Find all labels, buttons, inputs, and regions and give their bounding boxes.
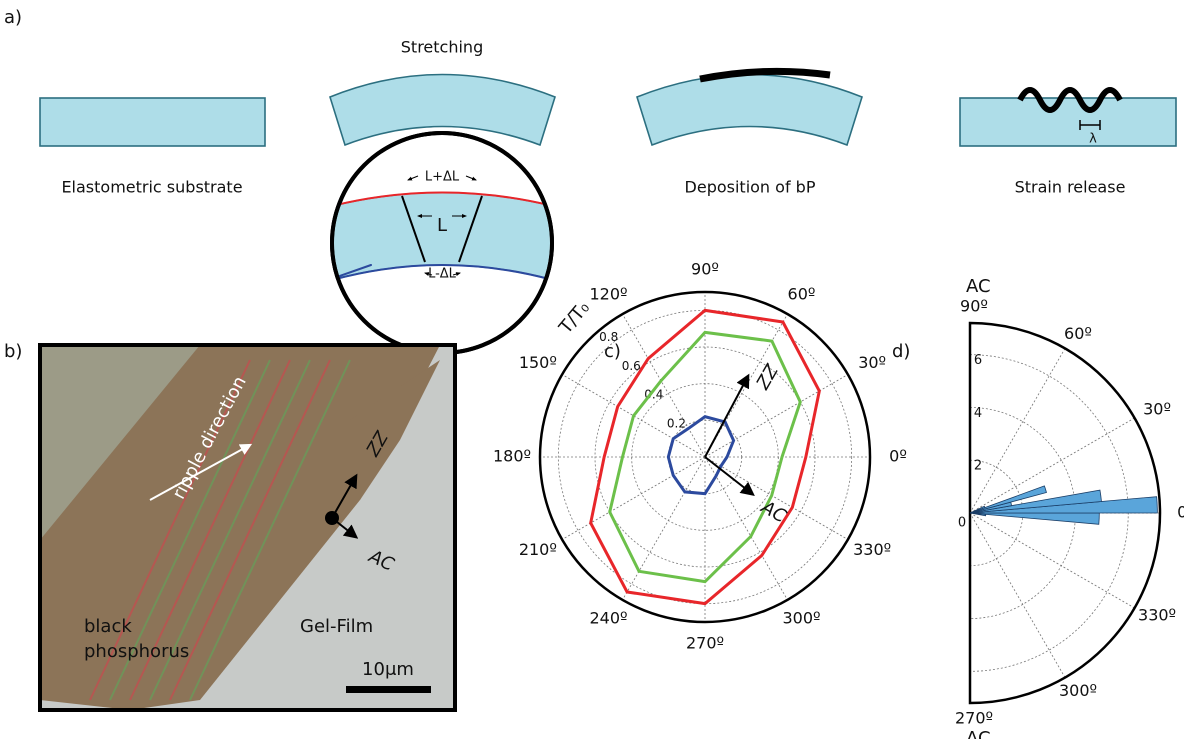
panel-label: b) xyxy=(4,341,22,362)
angle-label: 270º xyxy=(955,709,993,728)
ac-arrow xyxy=(704,456,755,496)
polar-frame xyxy=(968,321,1162,705)
angle-label: 90º xyxy=(960,297,988,316)
grid-line xyxy=(622,456,706,601)
substrate xyxy=(959,97,1177,147)
grid-line xyxy=(969,512,1135,609)
panel-label: c) xyxy=(604,341,621,362)
panel-label: a) xyxy=(4,7,22,28)
axis-label: AC xyxy=(966,728,991,739)
angle-label: 60º xyxy=(788,285,816,304)
r-tick-label: 0.2 xyxy=(667,417,686,431)
length-label: L-ΔL xyxy=(428,267,457,282)
angle-label: 300º xyxy=(782,608,820,627)
annotation: ZZ xyxy=(752,361,783,394)
substrate xyxy=(39,97,266,147)
grid-line xyxy=(622,313,706,458)
r-tick-label: 6 xyxy=(974,353,982,368)
r-tick-label: 4 xyxy=(974,406,982,421)
angle-label: 300º xyxy=(1059,681,1097,700)
stretched-substrate xyxy=(636,73,863,147)
angle-label: 60º xyxy=(1064,324,1092,343)
material-label: phosphorus xyxy=(84,641,189,662)
grid-line xyxy=(969,348,1066,514)
caption: Elastometric substrate xyxy=(61,178,242,197)
length-label: L xyxy=(437,215,447,236)
micrograph xyxy=(40,345,455,710)
length-label: L+ΔL xyxy=(425,170,460,185)
material-label: black xyxy=(84,616,132,637)
polar-frame xyxy=(538,290,872,624)
curve xyxy=(589,308,821,606)
caption: Stretching xyxy=(401,38,483,57)
r-axis-label: T/T₀ xyxy=(555,297,594,338)
bar xyxy=(969,485,1047,514)
r-tick-label: 0 xyxy=(958,516,966,531)
bp-film xyxy=(699,67,831,83)
angle-label: 30º xyxy=(1143,400,1171,419)
stretched-substrate xyxy=(329,73,556,147)
curve xyxy=(608,330,802,584)
angle-label: 0º xyxy=(1177,503,1184,522)
angle-label: 270º xyxy=(686,634,724,653)
scale-label: 10μm xyxy=(362,659,414,680)
wavelength-bar xyxy=(1079,120,1101,130)
angle-label: 240º xyxy=(589,608,627,627)
r-tick-label: 0.8 xyxy=(599,330,618,344)
film-label: Gel-Film xyxy=(300,616,373,637)
axis-label: AC xyxy=(966,276,991,297)
angle-label: 150º xyxy=(519,353,557,372)
grid-arc xyxy=(969,459,1024,567)
bar xyxy=(969,512,1100,525)
r-tick-label: 2 xyxy=(974,459,982,474)
angle-label: 210º xyxy=(519,540,557,559)
r-tick-label: 0.6 xyxy=(622,359,641,373)
angle-label: 330º xyxy=(853,540,891,559)
grid-circle xyxy=(557,309,853,605)
caption: Deposition of bP xyxy=(685,178,816,197)
grid-line xyxy=(561,374,706,458)
angle-label: 180º xyxy=(493,447,531,466)
grid-line xyxy=(704,374,849,458)
photo-frame xyxy=(38,343,457,712)
angle-label: 0º xyxy=(889,447,907,466)
angle-label: 30º xyxy=(858,353,886,372)
angle-label: 330º xyxy=(1138,606,1176,625)
bar xyxy=(969,505,986,514)
angle-label: 90º xyxy=(691,260,719,279)
curve xyxy=(666,415,736,496)
angle-label: 120º xyxy=(589,285,627,304)
caption: Strain release xyxy=(1015,178,1126,197)
grid-line xyxy=(704,456,849,540)
panel-label: d) xyxy=(892,341,910,362)
grid-line xyxy=(704,456,788,601)
ripples xyxy=(1017,87,1123,113)
wavelength-label: λ xyxy=(1089,132,1097,147)
annotation: AC xyxy=(757,496,790,527)
grid-line xyxy=(704,313,788,458)
grid-line xyxy=(561,456,706,540)
grid-line xyxy=(969,512,1066,678)
zz-arrow xyxy=(704,373,750,458)
